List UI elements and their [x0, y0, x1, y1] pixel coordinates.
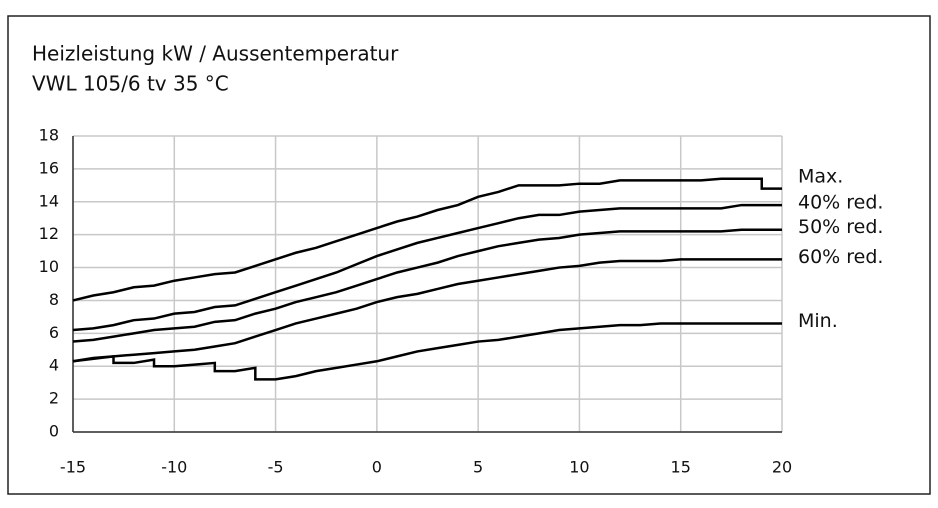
frame [7, 15, 931, 495]
y-tick-label: 10 [39, 257, 59, 276]
y-tick-label: 16 [39, 158, 59, 177]
x-tick-label: 15 [671, 458, 691, 477]
series-label: Max. [798, 165, 843, 187]
x-tick-label: 20 [772, 458, 792, 477]
chart-title: Heizleistung kW / Aussentemperatur [32, 42, 399, 66]
series-label: 40% red. [798, 192, 883, 214]
y-tick-label: 14 [39, 191, 59, 210]
y-tick-label: 12 [39, 224, 59, 243]
x-tick-label: 10 [569, 458, 589, 477]
x-tick-label: -5 [268, 458, 284, 477]
x-tick-label: -10 [161, 458, 187, 477]
series-label: 60% red. [798, 246, 883, 268]
series-label: 50% red. [798, 216, 883, 238]
y-tick-label: 0 [49, 422, 59, 441]
series-line [72, 228, 782, 343]
y-tick-label: 18 [39, 126, 59, 145]
chart-subtitle: VWL 105/6 tv 35 °C [32, 72, 229, 96]
series-label: Min. [798, 310, 838, 332]
series-line [72, 203, 782, 332]
x-tick-label: 5 [473, 458, 483, 477]
y-tick-label: 2 [49, 389, 59, 408]
series-line [72, 177, 782, 302]
y-tick-label: 8 [49, 290, 59, 309]
series-line [72, 322, 782, 381]
y-tick-label: 4 [49, 356, 59, 375]
y-tick-label: 6 [49, 323, 59, 342]
x-tick-label: -15 [60, 458, 86, 477]
series-line [72, 258, 782, 363]
x-tick-label: 0 [372, 458, 382, 477]
